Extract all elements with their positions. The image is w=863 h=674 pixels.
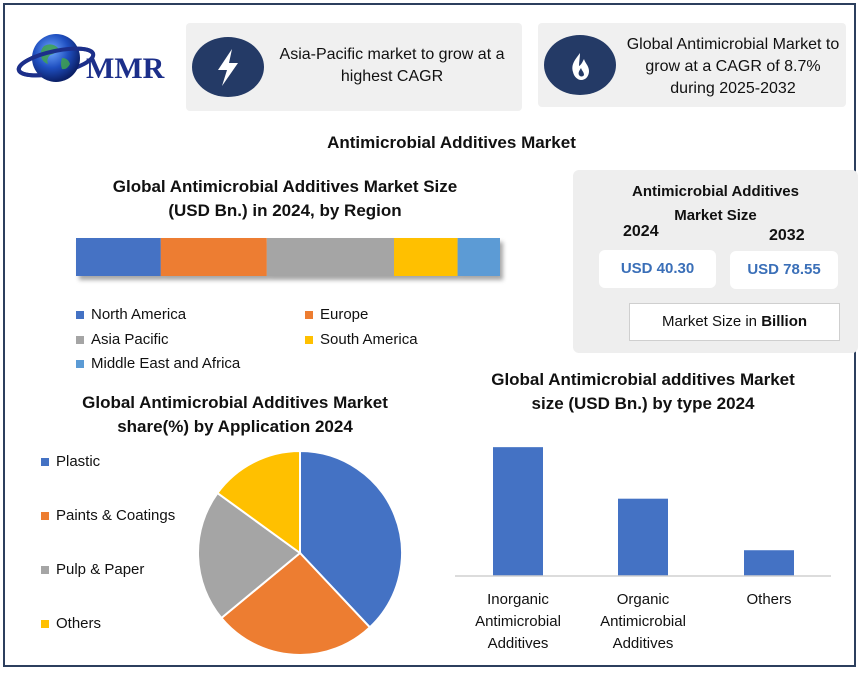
category-label-line: Additives	[612, 635, 674, 652]
region-segment-north-america	[76, 238, 161, 276]
legend-label: South America	[320, 331, 418, 348]
legend-swatch	[305, 335, 313, 344]
legend-swatch	[76, 310, 84, 319]
legend-label: Paints & Coatings	[56, 507, 176, 524]
market-size-panel: Antimicrobial Additives Market Size 2024…	[573, 170, 858, 353]
unit-prefix: Market Size in	[661, 313, 762, 330]
pie-slice-plastic	[299, 449, 403, 629]
legend-swatch	[76, 359, 84, 368]
unit-bold: Billion	[761, 313, 808, 330]
region-segment-middle-east-and-africa	[457, 238, 500, 276]
type-chart-title-line1: Global Antimicrobial additives Market	[491, 370, 795, 389]
info-text-apac: Asia-Pacific market to grow at a highest…	[279, 46, 505, 85]
region-chart-title-line2: (USD Bn.) in 2024, by Region	[168, 201, 402, 220]
region-legend-item-north-america: North America	[76, 306, 186, 323]
market-size-title-line1: Antimicrobial Additives	[632, 183, 799, 200]
unit-box: Market Size in Billion	[629, 303, 840, 341]
region-chart-title: Global Antimicrobial Additives Market Si…	[60, 175, 510, 223]
type-category-label-others: Others	[709, 589, 829, 611]
flame-icon	[544, 35, 616, 95]
application-chart-title: Global Antimicrobial Additives Market sh…	[50, 391, 420, 439]
category-label-line: Antimicrobial	[600, 613, 686, 630]
category-label-line: Antimicrobial	[475, 613, 561, 630]
type-bar-inorganic-antimicrobial-additives	[493, 447, 543, 576]
legend-label: Asia Pacific	[91, 331, 169, 348]
type-category-label-organic-antimicrobial-additives: Organic Antimicrobial Additives	[583, 589, 703, 655]
application-legend-item-plastic: Plastic	[41, 453, 100, 470]
year-2024: 2024	[623, 223, 659, 240]
application-legend-item-others: Others	[41, 615, 101, 632]
type-category-label-inorganic-antimicrobial-additives: Inorganic Antimicrobial Additives	[458, 589, 578, 655]
legend-swatch	[41, 565, 49, 574]
region-segment-south-america	[394, 238, 458, 276]
application-legend-item-pulp-paper: Pulp & Paper	[41, 561, 144, 578]
legend-label: Europe	[320, 306, 369, 323]
type-bar-chart	[455, 447, 831, 577]
application-legend-item-paints-coatings: Paints & Coatings	[41, 507, 175, 524]
category-label-line: Others	[746, 591, 792, 608]
legend-label: Plastic	[56, 453, 101, 470]
region-legend-item-asia-pacific: Asia Pacific	[76, 331, 169, 348]
category-label-line: Organic	[616, 591, 670, 608]
region-chart-title-line1: Global Antimicrobial Additives Market Si…	[112, 177, 458, 196]
legend-swatch	[41, 511, 49, 520]
mmr-logo: MMR	[16, 28, 176, 96]
type-chart-title: Global Antimicrobial additives Market si…	[463, 368, 823, 416]
legend-label: Others	[56, 615, 102, 632]
legend-swatch	[41, 619, 49, 628]
pie-slice-others	[216, 449, 301, 555]
pie-slice-pulp-paper	[197, 491, 302, 620]
info-box-cagr: Global Antimicrobial Market to grow at a…	[538, 23, 846, 107]
application-chart-title-line2: share(%) by Application 2024	[117, 417, 353, 436]
region-segment-asia-pacific	[266, 238, 394, 276]
legend-swatch	[305, 310, 313, 319]
application-chart-title-line1: Global Antimicrobial Additives Market	[82, 393, 388, 412]
region-segment-europe	[160, 238, 267, 276]
region-stacked-bar-chart	[76, 238, 500, 276]
region-legend-item-middle-east-and-africa: Middle East and Africa	[76, 355, 240, 372]
pie-slice-paints-coatings	[219, 551, 372, 656]
category-label-line: Additives	[487, 635, 549, 652]
info-text-cagr: Global Antimicrobial Market to grow at a…	[626, 36, 840, 97]
legend-label: North America	[91, 306, 187, 323]
legend-label: Pulp & Paper	[56, 561, 145, 578]
value-2024: USD 40.30	[599, 250, 716, 288]
market-size-title-line2: Market Size	[674, 207, 757, 224]
legend-swatch	[41, 457, 49, 466]
lightning-icon	[192, 37, 264, 97]
main-title: Antimicrobial Additives Market	[327, 133, 576, 152]
type-bar-others	[744, 550, 794, 576]
legend-swatch	[76, 335, 84, 344]
logo-text: MMR	[86, 52, 165, 85]
legend-label: Middle East and Africa	[91, 355, 241, 372]
type-chart-title-line2: size (USD Bn.) by type 2024	[531, 394, 755, 413]
category-label-line: Inorganic	[487, 591, 549, 608]
value-2032: USD 78.55	[730, 251, 838, 289]
application-pie-chart	[197, 449, 403, 656]
year-2032: 2032	[769, 227, 805, 244]
market-size-title: Antimicrobial Additives Market Size	[573, 180, 858, 228]
region-legend-item-south-america: South America	[305, 331, 418, 348]
info-box-apac: Asia-Pacific market to grow at a highest…	[186, 23, 522, 111]
type-bar-organic-antimicrobial-additives	[618, 498, 668, 576]
region-legend-item-europe: Europe	[305, 306, 368, 323]
